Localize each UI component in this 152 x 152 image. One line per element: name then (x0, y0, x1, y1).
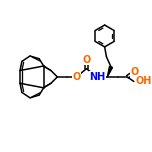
Text: O: O (72, 72, 81, 82)
Text: NH: NH (89, 72, 105, 82)
Text: O: O (82, 55, 91, 65)
Text: OH: OH (136, 76, 152, 86)
Text: O: O (131, 67, 139, 77)
Polygon shape (107, 66, 112, 77)
